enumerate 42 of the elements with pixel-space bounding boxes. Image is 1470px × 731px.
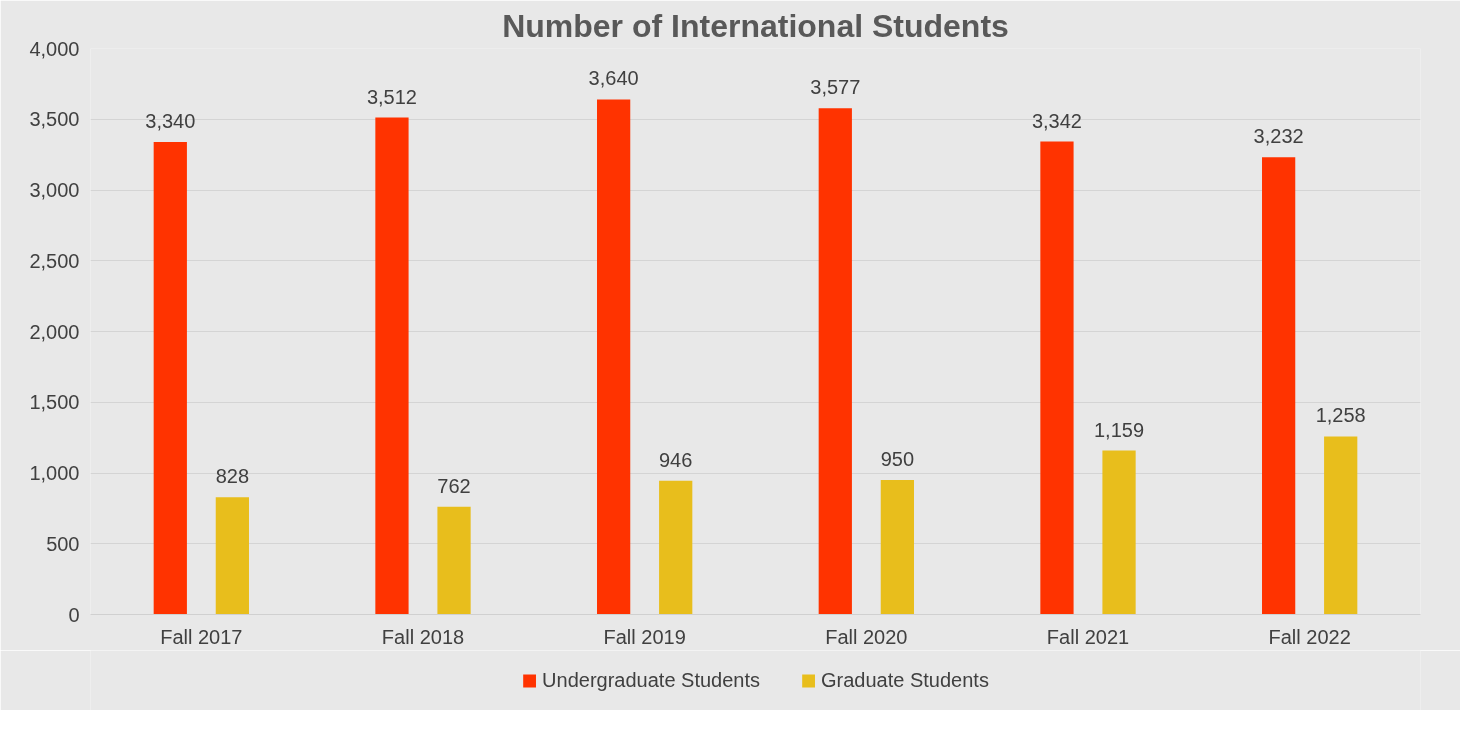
data-label: 1,159 [1094,418,1145,441]
bar [375,117,409,615]
x-tick-label: Fall 2022 [1268,625,1351,648]
bar [215,497,249,615]
data-label: 3,577 [810,76,861,99]
data-label: 828 [215,465,250,488]
y-tick-label: 2,500 [29,249,80,272]
x-tick-label: Fall 2021 [1046,625,1130,648]
data-label: 3,342 [1031,109,1082,132]
bar [153,141,187,615]
bar [437,506,471,615]
data-label: 3,340 [145,109,196,132]
legend-label: Graduate Students [821,668,989,692]
data-label: 950 [880,448,915,471]
data-label: 3,232 [1253,125,1304,148]
y-tick-label: 1,500 [29,391,80,414]
data-label: 3,512 [366,85,417,108]
y-tick-label: 3,500 [29,108,80,131]
y-tick-label: 500 [46,532,80,555]
x-tick-label: Fall 2019 [603,625,686,648]
bar [1102,450,1136,615]
y-tick-label: 3,000 [29,179,80,201]
bar [1324,436,1358,615]
data-label: 1,258 [1315,404,1366,427]
x-tick-label: Fall 2020 [825,625,908,648]
data-label: 946 [659,448,693,471]
y-tick-label: 2,000 [29,320,80,343]
bar [818,108,852,615]
y-tick-label: 1,000 [29,462,80,484]
x-tick-label: Fall 2018 [381,625,465,648]
y-tick-label: 4,000 [29,37,80,60]
x-tick-label: Fall 2017 [160,625,243,648]
bar [1040,141,1074,615]
chart-title: Number of International Students [502,7,1009,44]
bar [659,480,693,615]
bar [880,480,914,615]
legend-label: Undergraduate Students [542,668,761,692]
y-tick-label: 0 [68,603,80,626]
bar [597,99,631,615]
bar [1262,157,1296,615]
data-label: 762 [437,474,471,497]
data-label: 3,640 [588,67,639,90]
